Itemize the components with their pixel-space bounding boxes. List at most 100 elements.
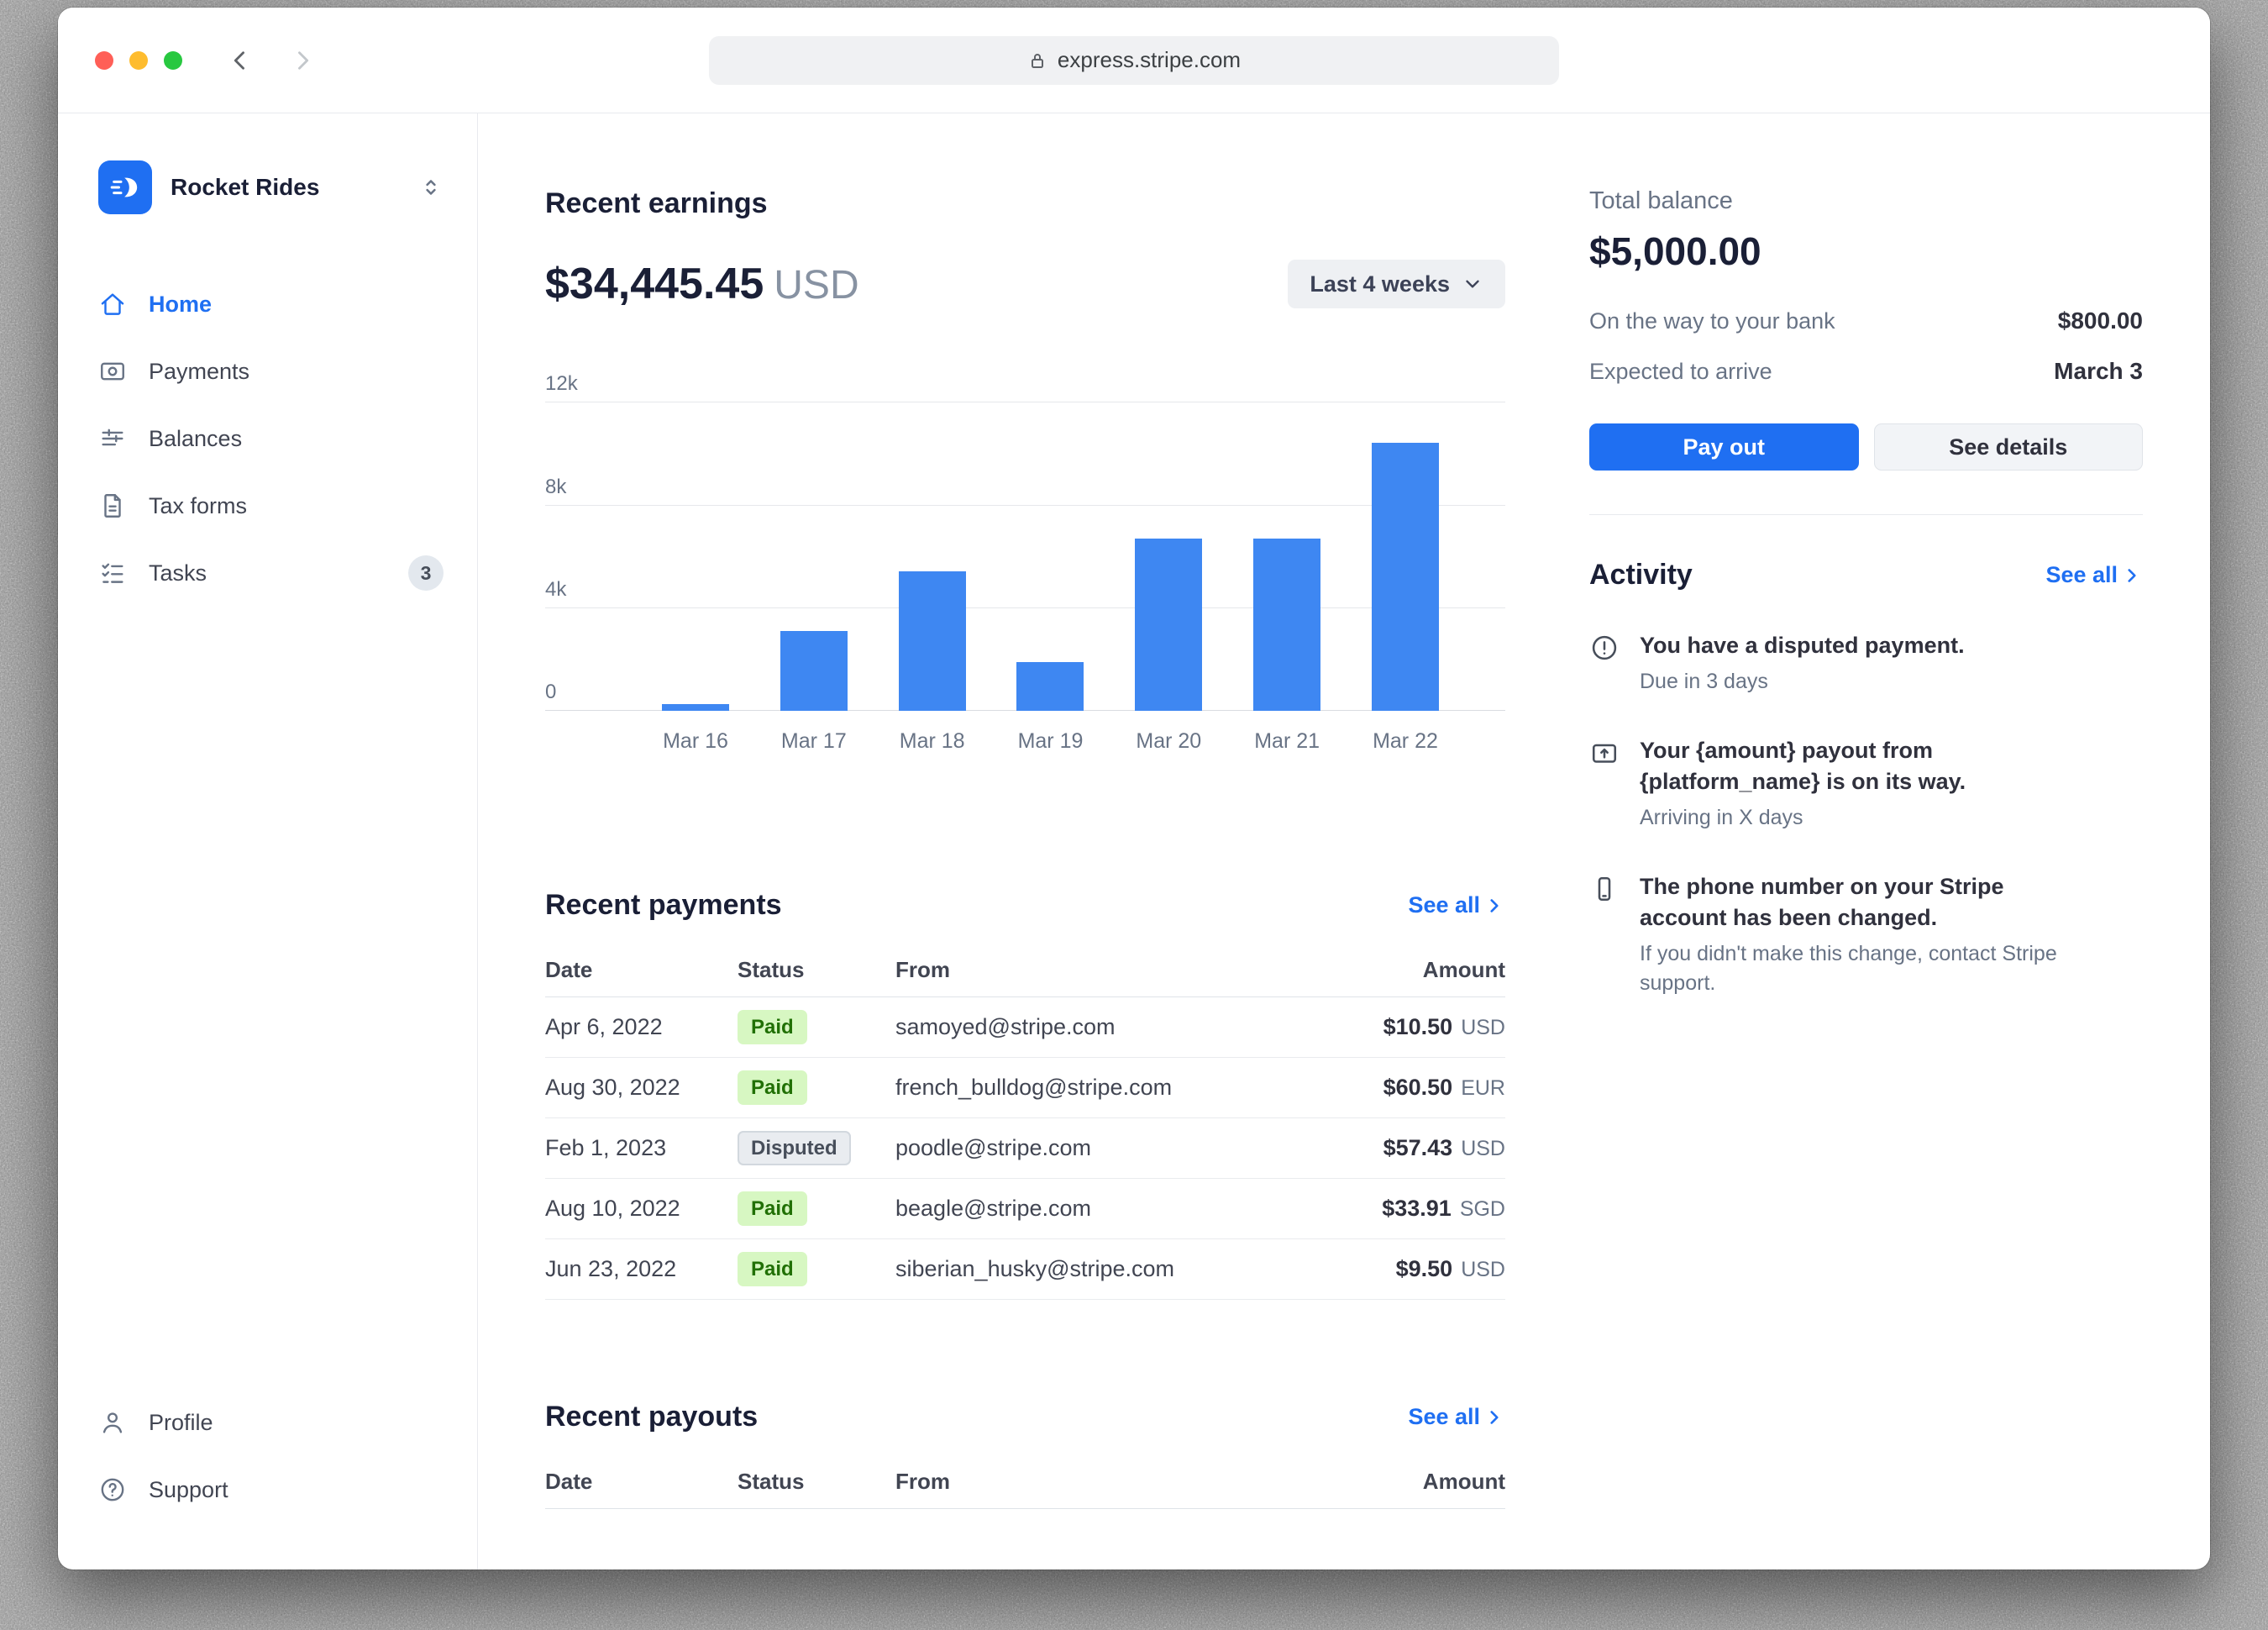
sidebar-item-profile[interactable]: Profile	[98, 1393, 444, 1452]
tasks-icon	[98, 559, 127, 587]
activity-item-subtitle: Arriving in X days	[1640, 806, 1803, 830]
date-range-label: Last 4 weeks	[1310, 271, 1450, 297]
see-all-label: See all	[2045, 562, 2118, 587]
see-details-button[interactable]: See details	[1873, 423, 2143, 471]
chart-bar	[1371, 443, 1439, 711]
activity-item-subtitle: If you didn't make this change, contact …	[1640, 942, 2057, 996]
back-icon[interactable]	[226, 46, 255, 75]
chart-bar	[1016, 661, 1084, 711]
sidebar-item-label: Tasks	[149, 560, 207, 586]
payment-date: Feb 1, 2023	[545, 1135, 667, 1160]
payment-date: Aug 30, 2022	[545, 1075, 680, 1100]
col-date: Date	[545, 957, 593, 982]
table-row[interactable]: Jun 23, 2022 Paid siberian_husky@stripe.…	[545, 1239, 1505, 1300]
x-label: Mar 19	[1017, 729, 1084, 753]
earnings-amount: $34,445.45 USD	[545, 259, 859, 309]
sidebar-item-label: Payments	[149, 358, 250, 384]
table-row[interactable]: Aug 30, 2022 Paid french_bulldog@stripe.…	[545, 1058, 1505, 1118]
see-all-label: See all	[1408, 1404, 1480, 1429]
status-badge: Paid	[738, 1070, 807, 1106]
payments-table-header: Date Status From Amount	[545, 944, 1505, 997]
x-label: Mar 21	[1254, 729, 1320, 753]
activity-item-subtitle: Due in 3 days	[1640, 670, 1768, 694]
minimize-window-button[interactable]	[129, 50, 148, 70]
payment-date: Apr 6, 2022	[545, 1014, 663, 1039]
balance-details: On the way to your bank $800.00 Expected…	[1589, 308, 2143, 385]
chart-bar	[780, 630, 848, 711]
x-label: Mar 20	[1136, 729, 1202, 753]
chart-bar	[662, 704, 729, 711]
balance-row-value: $800.00	[2057, 308, 2143, 334]
col-amount: Amount	[1422, 1469, 1505, 1494]
lock-icon	[1031, 53, 1043, 68]
payment-currency: USD	[1461, 1137, 1505, 1160]
recent-payouts-section: Recent payouts See all Date Status From …	[545, 1401, 1505, 1509]
y-tick-0: 0	[545, 681, 557, 703]
payment-from: french_bulldog@stripe.com	[895, 1075, 1173, 1100]
sidebar-item-support[interactable]: Support	[98, 1460, 444, 1519]
alert-circle-icon	[1589, 630, 1620, 697]
tasks-count-badge: 3	[408, 555, 444, 591]
close-window-button[interactable]	[95, 50, 113, 70]
payment-currency: SGD	[1459, 1197, 1505, 1221]
payouts-table-header: Date Status From Amount	[545, 1455, 1505, 1509]
payment-from: samoyed@stripe.com	[895, 1014, 1116, 1039]
earnings-summary: $34,445.45 USD Last 4 weeks	[545, 259, 1505, 309]
sidebar-item-tasks[interactable]: Tasks 3	[98, 544, 444, 602]
x-label: Mar 22	[1373, 729, 1438, 753]
activity-item-title: The phone number on your Stripe account …	[1640, 874, 2004, 930]
tax-forms-icon	[98, 492, 127, 520]
gridline-4k: 4k	[545, 578, 1505, 609]
activity-item-title: Your {amount} payout from {platform_name…	[1640, 738, 1966, 794]
recent-payments-title: Recent payments	[545, 889, 782, 921]
col-amount: Amount	[1422, 957, 1505, 982]
phone-icon	[1589, 871, 1620, 998]
payments-icon	[98, 357, 127, 386]
x-label: Mar 17	[780, 729, 847, 753]
earnings-amount-value: $34,445.45	[545, 260, 764, 308]
status-badge: Paid	[738, 1191, 807, 1227]
pay-out-button[interactable]: Pay out	[1589, 423, 1859, 471]
date-range-dropdown[interactable]: Last 4 weeks	[1288, 260, 1505, 308]
table-row[interactable]: Feb 1, 2023 Disputed poodle@stripe.com $…	[545, 1118, 1505, 1179]
sidebar-nav: Home Payments Balances	[98, 275, 444, 602]
address-bar[interactable]: express.stripe.com	[709, 35, 1559, 85]
col-date: Date	[545, 1469, 593, 1494]
payment-from: beagle@stripe.com	[895, 1196, 1092, 1221]
activity-item[interactable]: The phone number on your Stripe account …	[1589, 871, 2143, 998]
activity-item[interactable]: You have a disputed payment. Due in 3 da…	[1589, 630, 2143, 697]
activity-section: Activity See all You have a disputed pay…	[1589, 514, 2143, 998]
activity-see-all-link[interactable]: See all	[2045, 562, 2143, 588]
sidebar-item-home[interactable]: Home	[98, 275, 444, 334]
chart-bars	[545, 402, 1505, 711]
chevron-right-icon	[2128, 568, 2136, 582]
browser-chrome: express.stripe.com	[58, 8, 2210, 113]
status-badge: Disputed	[738, 1130, 851, 1166]
payment-currency: USD	[1461, 1016, 1505, 1039]
payment-date: Aug 10, 2022	[545, 1196, 680, 1221]
col-from: From	[895, 957, 950, 982]
sidebar-item-label: Support	[149, 1476, 228, 1502]
sidebar-item-balances[interactable]: Balances	[98, 409, 444, 468]
activity-item[interactable]: Your {amount} payout from {platform_name…	[1589, 735, 2143, 833]
earnings-currency: USD	[774, 263, 859, 308]
payouts-see-all-link[interactable]: See all	[1408, 1404, 1505, 1430]
earnings-bar-chart: 12k 8k 4k 0 Mar 16 Mar 17 M	[545, 372, 1505, 763]
chart-bar	[1135, 538, 1203, 711]
sidebar-item-tax-forms[interactable]: Tax forms	[98, 476, 444, 535]
payouts-table: Date Status From Amount	[545, 1455, 1505, 1509]
total-balance-label: Total balance	[1589, 187, 1733, 214]
profile-icon	[98, 1408, 127, 1437]
recent-payouts-header: Recent payouts See all	[545, 1401, 1505, 1433]
zoom-window-button[interactable]	[164, 50, 182, 70]
total-balance-amount: $5,000.00	[1589, 229, 1761, 273]
forward-icon[interactable]	[288, 46, 317, 75]
x-label: Mar 16	[663, 729, 728, 753]
sidebar-item-payments[interactable]: Payments	[98, 342, 444, 401]
y-tick-8k: 8k	[545, 475, 567, 498]
table-row[interactable]: Apr 6, 2022 Paid samoyed@stripe.com $10.…	[545, 997, 1505, 1058]
payments-see-all-link[interactable]: See all	[1408, 892, 1505, 918]
recent-earnings-title: Recent earnings	[545, 187, 768, 219]
account-switcher[interactable]: Rocket Rides	[98, 160, 444, 214]
table-row[interactable]: Aug 10, 2022 Paid beagle@stripe.com $33.…	[545, 1179, 1505, 1239]
